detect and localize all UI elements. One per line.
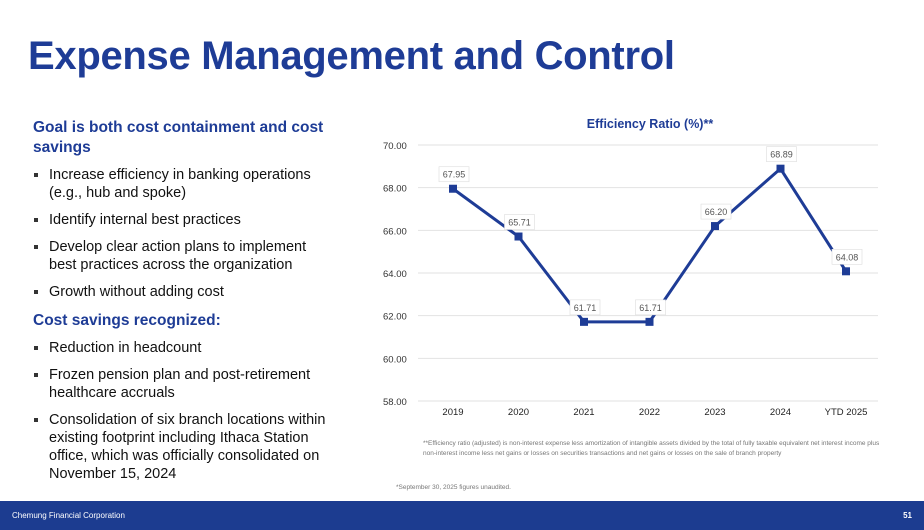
y-tick-label: 64.00 [383,269,407,280]
data-label: 66.20 [705,207,728,217]
x-tick-label: 2020 [508,407,529,418]
data-label: 67.95 [443,170,466,180]
list-item: Reduction in headcount [33,339,333,357]
list-item: Frozen pension plan and post-retirement … [33,366,333,402]
data-point [776,164,785,173]
y-tick-label: 70.00 [383,141,407,152]
list-item: Increase efficiency in banking operation… [33,166,333,202]
y-tick-label: 66.00 [383,226,407,237]
list-item: Consolidation of six branch locations wi… [33,411,333,483]
data-label-box [831,248,863,265]
data-label: 68.89 [770,150,793,160]
x-tick-label: 2021 [573,407,594,418]
efficiency-ratio-chart: 58.00 60.00 62.00 64.00 66.00 68.00 70.00 2019 2… [383,141,878,418]
data-label: 65.71 [508,218,531,228]
data-label-box [635,299,666,316]
data-label-box [700,203,732,220]
data-point [711,222,719,231]
chart-title: Efficiency Ratio (%)** [586,117,714,131]
company-name: Chemung Financial Corporation [12,511,125,520]
left-column: Goal is both cost containment and cost s… [33,118,333,493]
y-tick-label: 58.00 [383,397,407,408]
data-label: 64.08 [836,252,859,262]
goal-heading: Goal is both cost containment and cost s… [33,119,324,156]
y-tick-label: 68.00 [383,184,407,195]
unaudited-footnote: *September 30, 2025 figures unaudited. [396,484,511,491]
data-label-box [438,166,470,183]
goal-list: Increase efficiency in banking operation… [33,166,333,301]
page-number: 51 [903,511,912,520]
y-tick-label: 60.00 [383,354,407,365]
x-tick-label: 2019 [442,407,463,418]
data-point [842,267,850,276]
data-label-box [569,299,601,316]
y-tick-label: 62.00 [383,312,407,323]
savings-list: Reduction in headcount Frozen pension pl… [33,339,333,483]
x-tick-label: 2022 [639,407,660,418]
page-title: Expense Management and Control [28,34,675,78]
data-label: 61.71 [574,303,597,313]
list-item: Develop clear action plans to implement … [33,238,333,274]
data-label-box [766,146,797,162]
list-item: Growth without adding cost [33,283,333,301]
series-line [452,166,848,324]
x-tick-label: YTD 2025 [825,407,868,418]
data-point [645,317,654,326]
data-point [580,317,588,326]
data-label-box [504,214,535,230]
x-tick-label: 2024 [770,407,791,418]
x-tick-label: 2023 [704,407,725,418]
data-point [449,184,457,193]
data-label: 61.71 [639,303,662,313]
data-point [514,232,523,241]
definition-footnote: **Efficiency ratio (adjusted) is non-int… [423,440,880,457]
footer-bar: Chemung Financial Corporation 51 [0,501,924,530]
list-item: Identify internal best practices [33,211,333,229]
savings-heading: Cost savings recognized: [33,312,221,329]
